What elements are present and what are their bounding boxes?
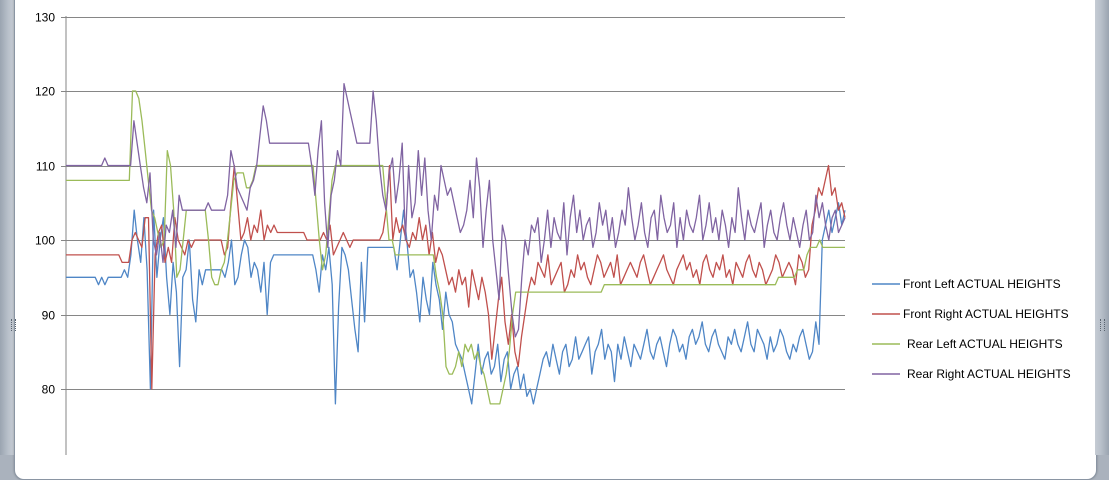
series-line-1 <box>66 202 846 405</box>
series-line-2 <box>66 164 846 390</box>
y-axis-ticks: 80 90 100 110 120 130 <box>35 11 66 397</box>
y-tick-label: 130 <box>35 11 55 25</box>
left-resize-grip[interactable] <box>11 319 16 331</box>
y-tick-label: 110 <box>36 160 55 174</box>
plot-series <box>66 82 846 405</box>
gridlines <box>66 17 845 390</box>
line-chart: 80 90 100 110 120 130 Front Left ACTUAL HEIGH… <box>35 11 1071 455</box>
series-line-4 <box>66 82 846 338</box>
right-resize-grip[interactable] <box>1100 319 1105 331</box>
y-tick-label: 80 <box>42 383 56 397</box>
y-tick-label: 100 <box>35 234 55 248</box>
legend: Front Left ACTUAL HEIGHTS Front Right ACT… <box>872 277 1071 381</box>
y-tick-label: 90 <box>42 309 56 323</box>
y-tick-label: 120 <box>35 85 55 99</box>
window-right-edge <box>1095 0 1109 455</box>
legend-label-4: Rear Right ACTUAL HEIGHTS <box>907 367 1071 381</box>
legend-label-1: Front Left ACTUAL HEIGHTS <box>903 277 1061 291</box>
legend-label-2: Front Right ACTUAL HEIGHTS <box>903 307 1069 321</box>
legend-label-3: Rear Left ACTUAL HEIGHTS <box>907 337 1063 351</box>
